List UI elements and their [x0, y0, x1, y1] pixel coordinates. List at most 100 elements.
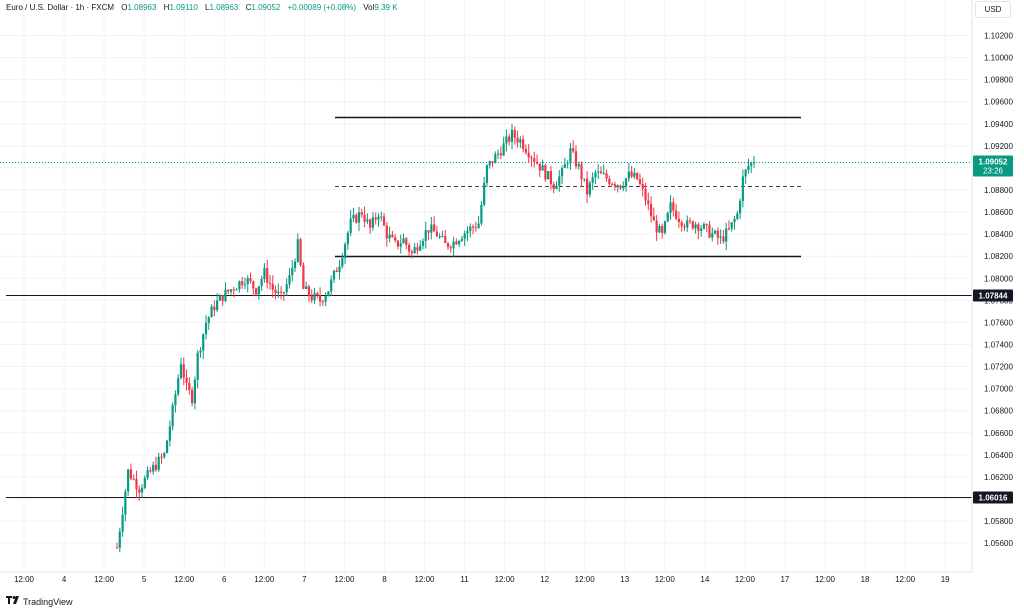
candle-body — [338, 266, 341, 272]
candle — [661, 223, 664, 239]
candle-body — [705, 224, 708, 226]
candle — [485, 164, 489, 187]
candle — [235, 287, 238, 291]
candle — [522, 135, 525, 153]
price-tick-label: 1.10000 — [984, 54, 1013, 63]
time-tick-label: 8 — [382, 575, 387, 584]
candle — [254, 287, 258, 297]
candle — [510, 123, 514, 150]
candle — [474, 221, 477, 232]
price-tick-label: 1.07200 — [984, 363, 1013, 372]
price-tick-label: 1.08000 — [984, 274, 1013, 283]
candle — [366, 213, 369, 225]
candle — [574, 145, 578, 169]
candle-body — [140, 487, 144, 493]
candle-body — [307, 286, 311, 296]
candle — [335, 267, 338, 273]
candle — [569, 143, 572, 171]
price-tick-label: 1.09800 — [984, 76, 1013, 85]
candle-body — [633, 172, 636, 177]
candle — [249, 272, 252, 284]
candle — [649, 196, 653, 223]
candle-body — [586, 178, 589, 195]
candle — [288, 268, 291, 289]
candle — [352, 207, 355, 223]
candle — [680, 220, 683, 232]
candle — [188, 377, 191, 395]
candle-body — [388, 234, 391, 239]
candle — [533, 151, 536, 168]
price-tick-label: 1.08800 — [984, 186, 1013, 195]
candle-body — [363, 214, 366, 222]
candle — [349, 210, 352, 237]
price-tick-label: 1.07600 — [984, 318, 1013, 327]
candle — [330, 275, 333, 297]
price-tick-label: 1.08200 — [984, 252, 1013, 261]
candle-body — [725, 228, 728, 242]
candle-body — [441, 236, 444, 238]
candle — [213, 300, 216, 317]
candle — [138, 485, 141, 501]
candle — [641, 177, 644, 197]
price-tick-label: 1.06400 — [984, 451, 1013, 460]
candle — [555, 181, 558, 190]
candle — [711, 227, 714, 242]
time-tick-label: 4 — [62, 575, 67, 584]
candle — [547, 170, 550, 180]
candle-body — [185, 377, 188, 383]
candle-body — [316, 293, 319, 296]
candle — [560, 165, 564, 185]
symbol-legend: Euro / U.S. Dollar · 1h · FXCM O1.08963 … — [6, 3, 398, 12]
candle — [171, 402, 174, 431]
candle-body — [574, 151, 578, 167]
candle-body — [627, 171, 630, 179]
level-price-label: 1.07844 — [979, 292, 1008, 301]
change-value: +0.00089 (+0.08%) — [287, 3, 357, 12]
candle — [413, 242, 416, 254]
candle — [327, 291, 330, 297]
candle-body — [277, 291, 280, 294]
candle-body — [165, 440, 169, 453]
price-tick-label: 1.06600 — [984, 429, 1013, 438]
candle — [143, 475, 146, 490]
candle — [602, 164, 605, 175]
time-tick-label: 13 — [620, 575, 629, 584]
candle-body — [152, 464, 155, 472]
time-axis[interactable]: 12:00 4 12:00 5 12:00 6 12:00 7 12:00 8 12:00 11 12:… — [14, 575, 950, 584]
symbol-name[interactable]: Euro / U.S. Dollar · 1h · FXCM — [6, 3, 115, 12]
candle — [622, 181, 625, 192]
candle — [266, 259, 269, 289]
candle-body — [346, 232, 349, 245]
tradingview-logo[interactable]: TradingView — [6, 596, 73, 607]
candle-body — [241, 281, 244, 286]
candle-body — [380, 216, 383, 218]
candle-body — [469, 226, 472, 231]
high-value: 1.09110 — [169, 3, 198, 12]
candle — [669, 195, 672, 220]
candle-body — [730, 222, 733, 229]
candle — [730, 221, 733, 232]
candle — [752, 155, 756, 168]
candle-body — [424, 230, 427, 241]
time-tick-label: 12:00 — [495, 575, 516, 584]
candle-body — [143, 477, 146, 488]
candle — [516, 130, 519, 148]
candle-body — [611, 183, 614, 185]
candle-body — [738, 200, 742, 214]
candle-body — [357, 212, 361, 223]
candle-body — [622, 186, 625, 189]
candle — [513, 126, 516, 145]
candle-body — [377, 216, 380, 220]
open-value: 1.08963 — [127, 3, 157, 12]
candle-body — [280, 291, 283, 293]
candle — [588, 180, 591, 198]
candle — [716, 227, 719, 245]
price-tick-label: 1.05800 — [984, 517, 1013, 526]
candle-body — [680, 222, 683, 227]
candle-body — [324, 296, 327, 302]
candle-body — [708, 224, 711, 238]
candle — [204, 315, 208, 340]
time-tick-label: 11 — [460, 575, 469, 584]
currency-button[interactable]: USD — [975, 1, 1011, 18]
